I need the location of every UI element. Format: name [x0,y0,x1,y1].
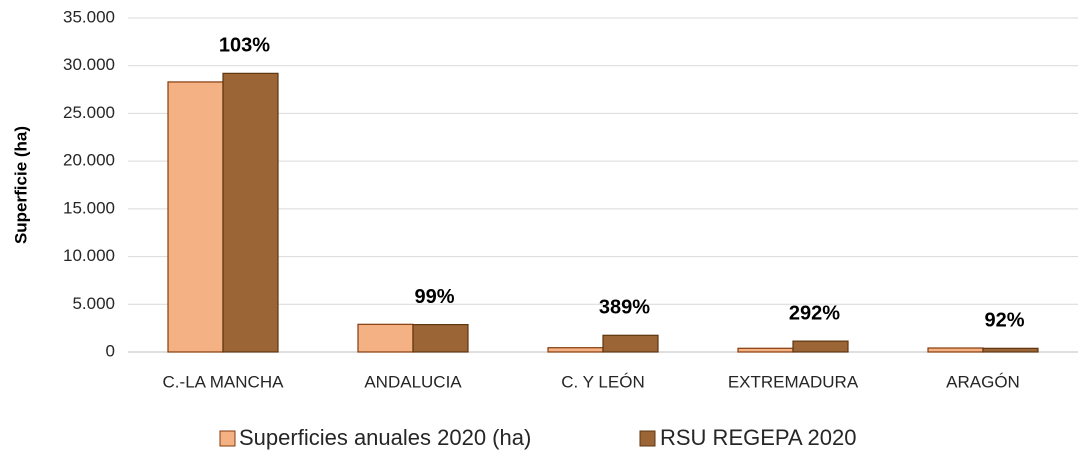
y-tick-label: 35.000 [63,7,115,26]
y-tick-label: 30.000 [63,55,115,74]
bar [412,324,469,353]
y-axis-label: Superficie (ha) [11,126,30,244]
bar [737,347,794,353]
annotation: 103% [219,35,270,57]
bar [357,323,414,353]
bar [602,334,659,353]
legend-swatch [639,430,656,447]
y-tick-label: 20.000 [63,151,115,170]
x-tick-label: EXTREMADURA [728,372,859,391]
bar [927,347,984,353]
legend-label: Superficies anuales 2020 (ha) [239,425,531,450]
y-tick-label: 10.000 [63,246,115,265]
bar [547,347,604,353]
y-tick-label: 15.000 [63,198,115,217]
legend-label: RSU REGEPA 2020 [660,425,856,450]
legend-swatch [219,430,236,447]
x-tick-label: C.-LA MANCHA [163,372,285,391]
x-tick-label: C. Y LEÓN [561,372,644,391]
x-tick-label: ARAGÓN [946,372,1020,391]
bar [792,340,849,353]
x-tick-label: ANDALUCIA [364,372,462,391]
annotation: 292% [789,302,840,324]
annotation: 92% [984,310,1024,332]
y-tick-label: 0 [106,341,115,360]
bar [982,347,1039,353]
bar [167,81,224,353]
y-tick-label: 25.000 [63,103,115,122]
annotation: 99% [414,286,454,308]
bar [222,72,279,353]
annotation: 389% [599,297,650,319]
y-tick-label: 5.000 [72,294,115,313]
